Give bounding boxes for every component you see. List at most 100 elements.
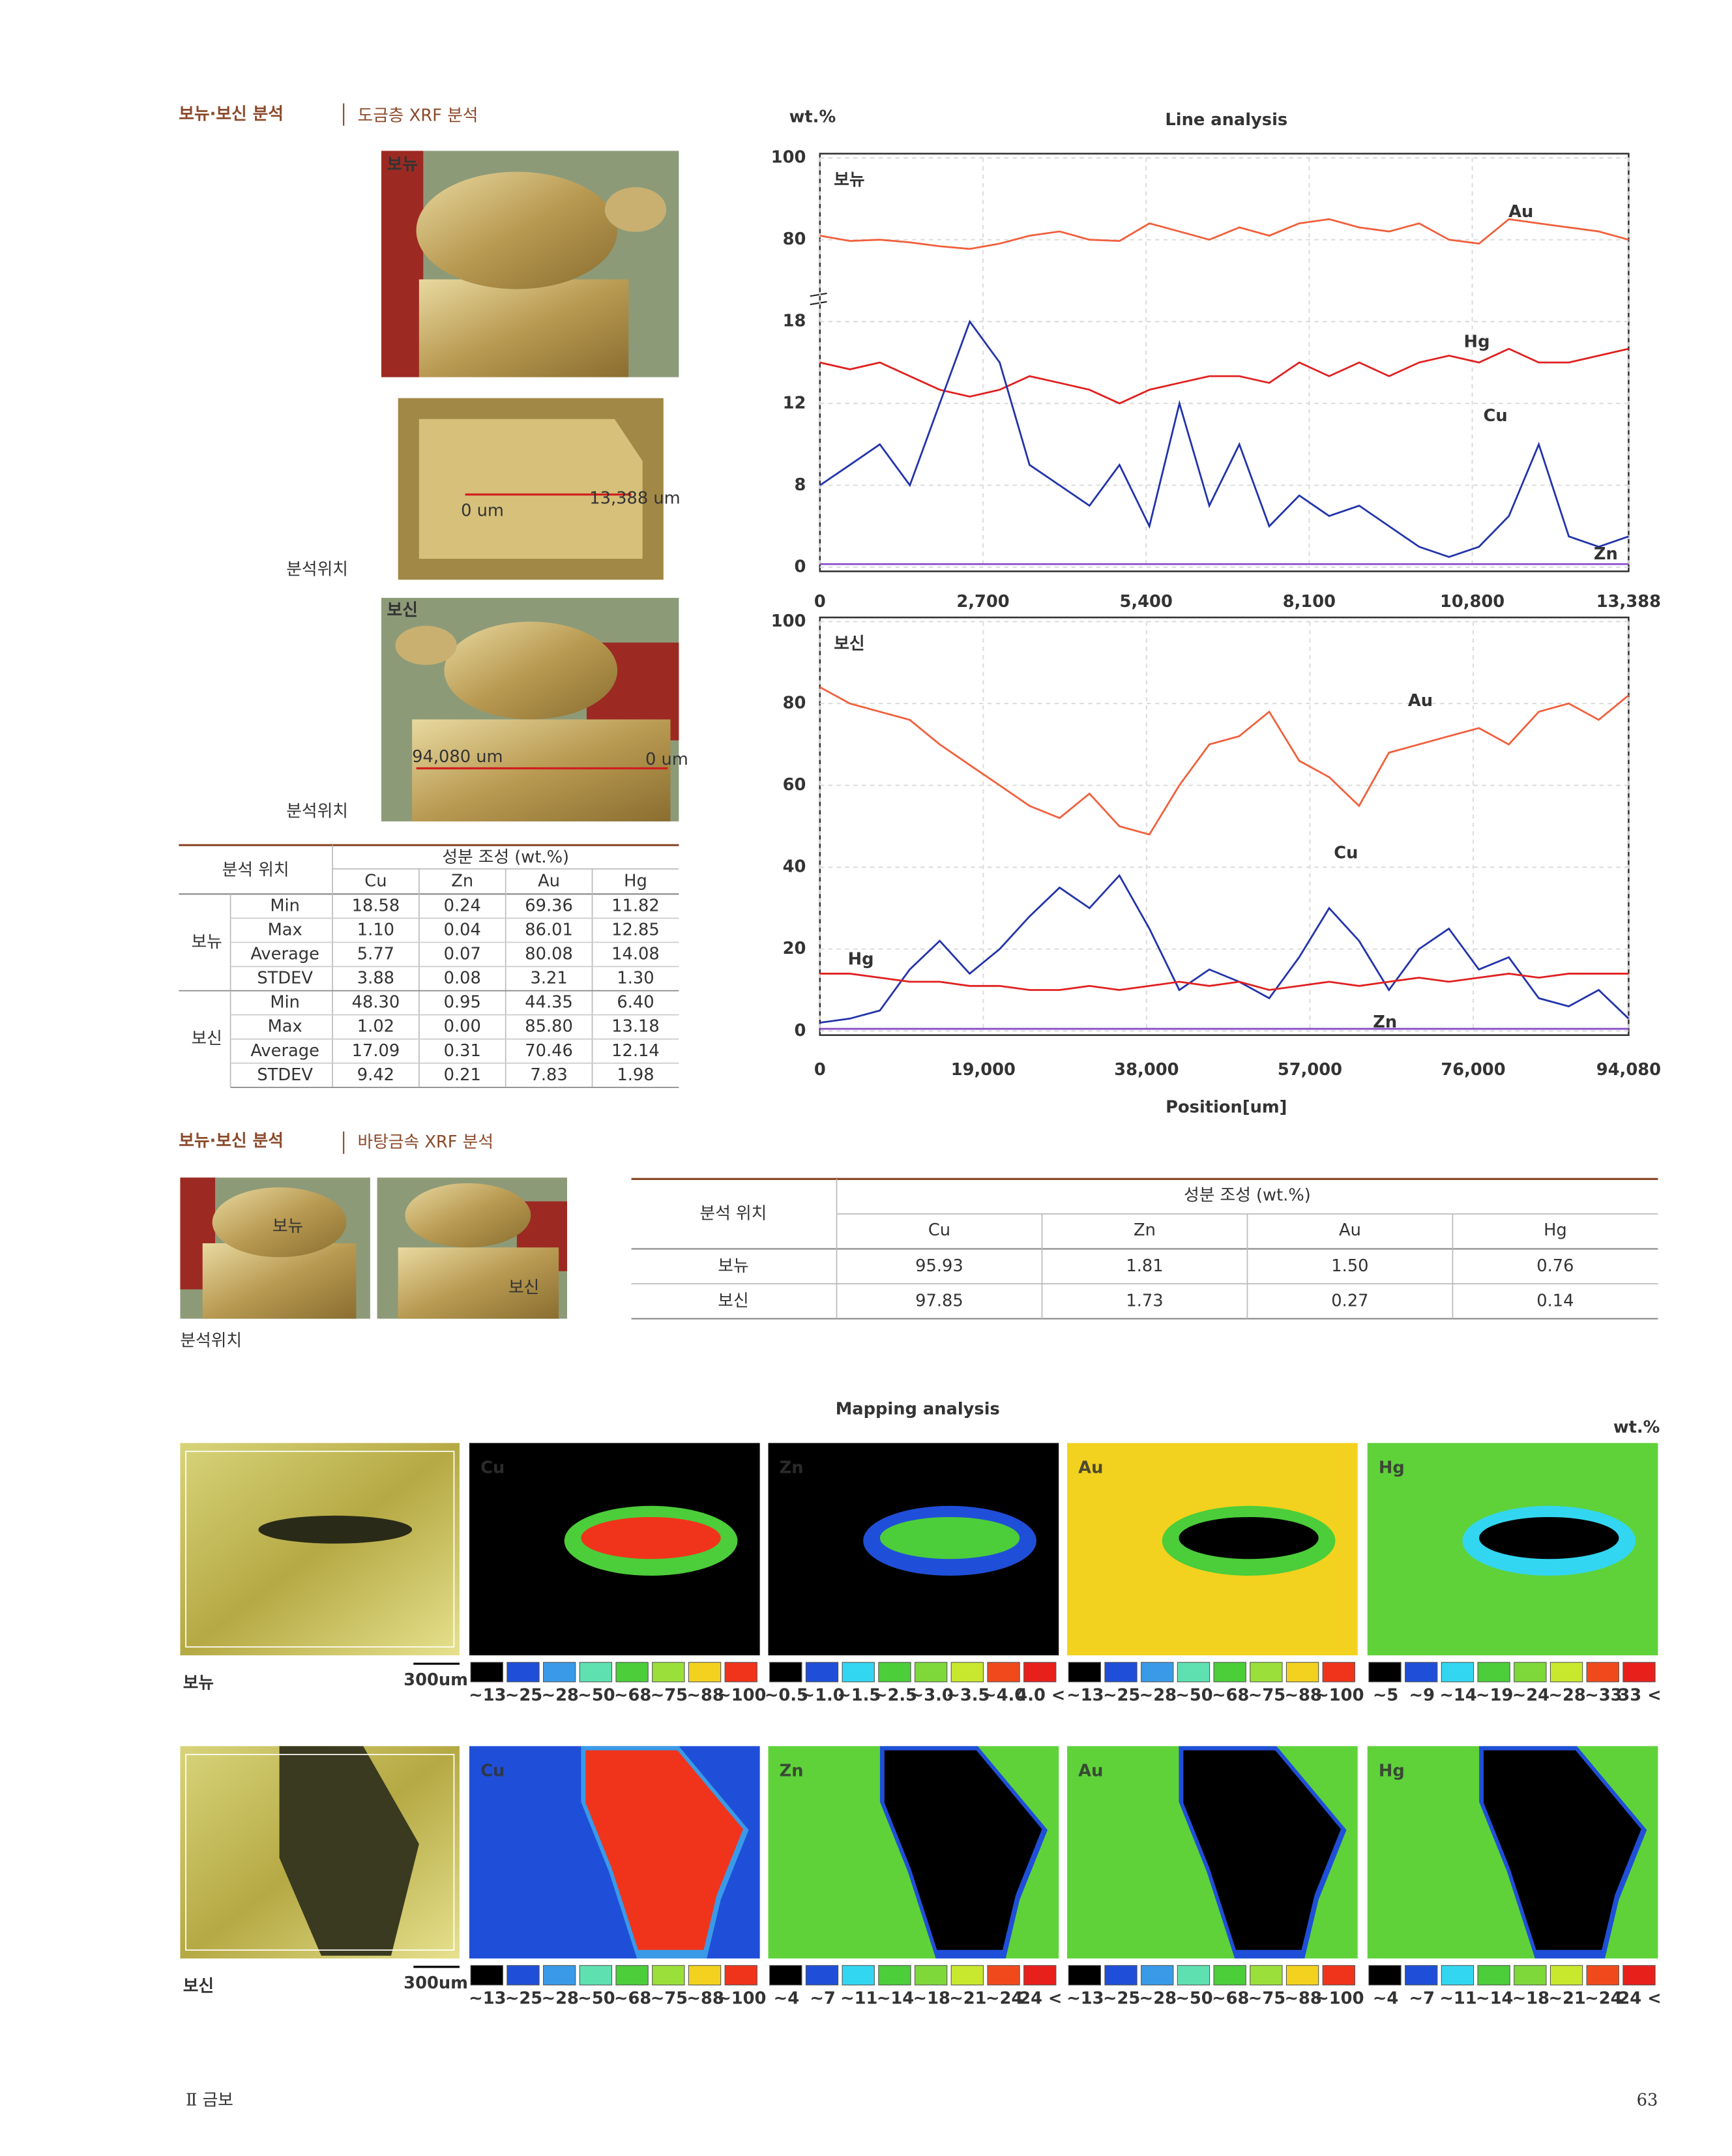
legend-label: ~0.5: [765, 1686, 808, 1706]
table-cell: 0.00: [444, 1017, 481, 1037]
legend-label: ~88: [1285, 1686, 1322, 1706]
element-label: Zn: [780, 1458, 804, 1477]
legend-label: ~25: [505, 1989, 542, 2009]
table-cell: 12.85: [611, 920, 660, 939]
optical-image: [279, 1746, 419, 1956]
table-cell: 17.09: [352, 1041, 400, 1061]
legend-label: ~28: [1548, 1686, 1585, 1706]
legend-label: ~19: [1476, 1686, 1513, 1706]
legend-swatch: [1549, 1662, 1583, 1683]
element-map: [879, 1516, 1020, 1559]
legend-label: ~13: [1066, 1686, 1104, 1706]
table-cell: 13.18: [611, 1017, 660, 1037]
legend-swatch: [1285, 1662, 1319, 1683]
table-cell: 70.46: [525, 1041, 573, 1061]
legend-swatch: [805, 1965, 839, 1986]
table-cell: 3.21: [530, 969, 567, 988]
legend-swatch: [1104, 1662, 1138, 1683]
element-label: Cu: [480, 1761, 505, 1780]
table-cell: 80.08: [525, 944, 573, 964]
legend-label: ~9: [1409, 1686, 1435, 1706]
x-tick-label: 38,000: [1114, 1060, 1179, 1080]
legend-label: ~100: [717, 1989, 766, 2009]
legend-swatch: [724, 1965, 757, 1986]
legend-label: ~28: [1139, 1686, 1177, 1706]
legend-swatch: [615, 1965, 649, 1986]
legend-swatch: [579, 1662, 613, 1683]
legend-swatch: [842, 1662, 875, 1683]
legend-swatch: [1104, 1965, 1138, 1986]
photo: [381, 598, 679, 821]
legend-swatch: [688, 1965, 722, 1986]
table-stat: STDEV: [257, 969, 313, 988]
y-tick-label: 20: [783, 939, 806, 958]
legend-label: 24 <: [1618, 1989, 1661, 2009]
table-cell: 1.81: [1126, 1256, 1163, 1276]
legend-label: ~28: [1139, 1989, 1177, 2009]
table-cell: 5.77: [357, 944, 394, 964]
legend-label: ~3.5: [946, 1686, 990, 1706]
table-header: Hg: [1544, 1220, 1567, 1240]
panel-label: 보신: [834, 634, 864, 653]
legend-label: ~68: [614, 1686, 651, 1706]
legend-label: 33 <: [1618, 1686, 1661, 1706]
table-cell: 1.02: [357, 1017, 394, 1037]
legend-label: ~68: [1212, 1686, 1249, 1706]
y-tick-label: 40: [783, 857, 806, 877]
table-cell: 6.40: [617, 993, 654, 1012]
table-cell: 0.08: [444, 969, 481, 988]
element-label: Au: [1078, 1458, 1103, 1477]
legend-label: ~4: [774, 1989, 799, 2009]
legend-label: ~100: [1315, 1686, 1364, 1706]
legend-label: ~88: [1285, 1989, 1322, 2009]
table-cell: 0.07: [444, 944, 481, 964]
plot-area: [819, 153, 1630, 572]
y-tick-label: 100: [771, 148, 806, 168]
table-cell: 3.88: [357, 969, 394, 988]
legend-swatch: [805, 1662, 839, 1683]
legend-swatch: [769, 1662, 802, 1683]
legend-label: ~18: [1512, 1989, 1549, 2009]
legend-swatch: [769, 1965, 802, 1986]
legend-label: ~24: [1512, 1686, 1549, 1706]
element-label: Hg: [1379, 1458, 1405, 1477]
table-stat: Average: [250, 1041, 319, 1061]
legend-swatch: [1322, 1965, 1355, 1986]
element-map: [581, 1516, 721, 1559]
table-cell: 1.50: [1331, 1256, 1368, 1276]
table-header: Cu: [364, 872, 387, 891]
analysis-frame: [185, 1451, 455, 1648]
photo: [180, 1177, 370, 1319]
legend-swatch: [950, 1965, 984, 1986]
legend-label: ~24: [986, 1989, 1023, 2009]
table-cell: 48.30: [352, 993, 400, 1012]
x-tick-label: 76,000: [1441, 1060, 1505, 1080]
legend-label: ~18: [913, 1989, 950, 2009]
x-tick-label: 13,388: [1596, 592, 1661, 612]
chart-title: Line analysis: [1165, 110, 1287, 130]
table-cell: 44.35: [525, 993, 573, 1012]
photo: [377, 1177, 567, 1319]
series-label: Cu: [1334, 844, 1358, 863]
legend-label: ~24: [1585, 1989, 1622, 2009]
legend-label: ~75: [651, 1686, 688, 1706]
y-tick-label: 12: [783, 393, 806, 413]
y-tick-label: 0: [794, 557, 806, 576]
legend-label: ~4: [1373, 1989, 1398, 2009]
y-tick-label: 80: [783, 694, 806, 713]
optical-image: [258, 1515, 413, 1544]
element-label: Zn: [780, 1761, 804, 1780]
legend-label: ~14: [1476, 1989, 1513, 2009]
table-stat: Max: [268, 1017, 302, 1037]
photo-annotation: 13,388 um: [589, 488, 680, 508]
legend-label: ~25: [1103, 1686, 1140, 1706]
legend-swatch: [1441, 1662, 1475, 1683]
table-cell: 1.73: [1126, 1291, 1163, 1310]
legend-swatch: [914, 1662, 948, 1683]
table-cell: 9.42: [357, 1065, 394, 1085]
photo: [381, 151, 679, 377]
legend-swatch: [1368, 1662, 1402, 1683]
legend-label: ~2.5: [873, 1686, 917, 1706]
legend-swatch: [987, 1965, 1020, 1986]
photo-label: 보뉴: [272, 1217, 303, 1236]
